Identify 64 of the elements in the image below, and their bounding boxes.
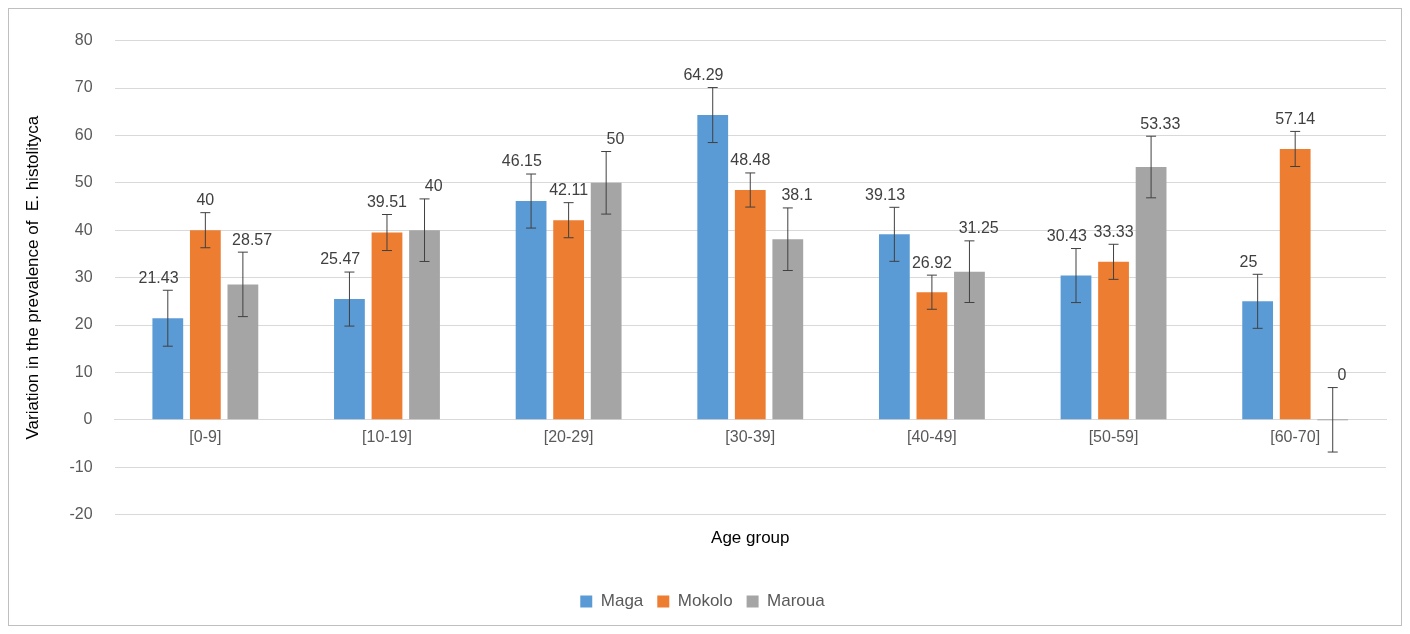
y-tick-label: -10 bbox=[69, 457, 93, 475]
data-label: 46.15 bbox=[501, 152, 542, 170]
bar bbox=[878, 234, 910, 420]
data-label: 30.43 bbox=[1046, 226, 1087, 244]
bar bbox=[227, 284, 259, 420]
data-label: 53.33 bbox=[1140, 114, 1181, 132]
data-label: 0 bbox=[1337, 365, 1347, 383]
y-tick-label: 30 bbox=[74, 268, 93, 286]
bar bbox=[1279, 148, 1311, 420]
bar bbox=[189, 230, 221, 420]
data-label: 42.11 bbox=[549, 181, 589, 199]
y-tick-label: 10 bbox=[74, 362, 93, 380]
bar bbox=[334, 299, 365, 420]
data-label: 26.92 bbox=[911, 253, 953, 271]
bar bbox=[371, 232, 403, 420]
data-label: 40 bbox=[424, 177, 443, 195]
bar bbox=[152, 318, 184, 420]
y-tick-label: 20 bbox=[74, 315, 93, 333]
x-tick-label: [50-59] bbox=[1088, 427, 1139, 445]
y-tick-label: 60 bbox=[74, 125, 93, 143]
data-label: 50 bbox=[606, 129, 625, 147]
x-axis-title: Age group bbox=[711, 528, 790, 548]
x-tick-label: [10-19] bbox=[362, 427, 412, 445]
bar bbox=[734, 190, 766, 420]
x-tick-label: [20-29] bbox=[543, 427, 594, 445]
data-label: 31.25 bbox=[958, 219, 999, 237]
data-label: 25.47 bbox=[320, 250, 361, 268]
bar bbox=[1098, 261, 1129, 420]
y-tick-label: 50 bbox=[74, 173, 93, 191]
legend-label: Maga bbox=[600, 591, 644, 611]
bar bbox=[553, 220, 585, 420]
data-label: 48.48 bbox=[730, 151, 771, 169]
y-tick-label: 0 bbox=[83, 410, 93, 428]
y-tick-label: 80 bbox=[74, 31, 93, 49]
y-tick-label: 40 bbox=[74, 220, 93, 238]
legend-label: Mokolo bbox=[677, 591, 733, 611]
data-label: 38.1 bbox=[781, 186, 813, 204]
y-tick-label: 70 bbox=[74, 78, 93, 96]
bar bbox=[772, 239, 804, 420]
x-tick-label: [0-9] bbox=[189, 427, 222, 445]
bar bbox=[1242, 301, 1274, 420]
bar bbox=[409, 230, 440, 420]
bar bbox=[1135, 167, 1167, 420]
x-tick-label: [40-49] bbox=[907, 427, 957, 445]
data-label: 57.14 bbox=[1275, 109, 1316, 127]
data-label: 40 bbox=[196, 191, 215, 209]
data-label: 39.51 bbox=[366, 192, 408, 210]
bar bbox=[515, 201, 547, 420]
legend-label: Maroua bbox=[767, 591, 826, 611]
x-tick-label: [60-70] bbox=[1270, 427, 1321, 445]
bar bbox=[916, 292, 948, 420]
bar bbox=[1060, 275, 1092, 420]
bar bbox=[697, 115, 729, 420]
data-label: 21.43 bbox=[138, 268, 179, 286]
data-label: 64.29 bbox=[683, 65, 724, 83]
data-label: 28.57 bbox=[232, 230, 273, 248]
bar bbox=[954, 271, 985, 420]
data-label: 39.13 bbox=[865, 185, 906, 203]
bar bbox=[590, 182, 622, 420]
x-tick-label: [30-39] bbox=[725, 427, 776, 445]
data-label: 33.33 bbox=[1093, 222, 1134, 240]
y-tick-label: -20 bbox=[69, 505, 93, 523]
y-axis-title: Variation in the prevalence of E. histolityca bbox=[22, 115, 42, 440]
data-label: 25 bbox=[1239, 252, 1258, 270]
